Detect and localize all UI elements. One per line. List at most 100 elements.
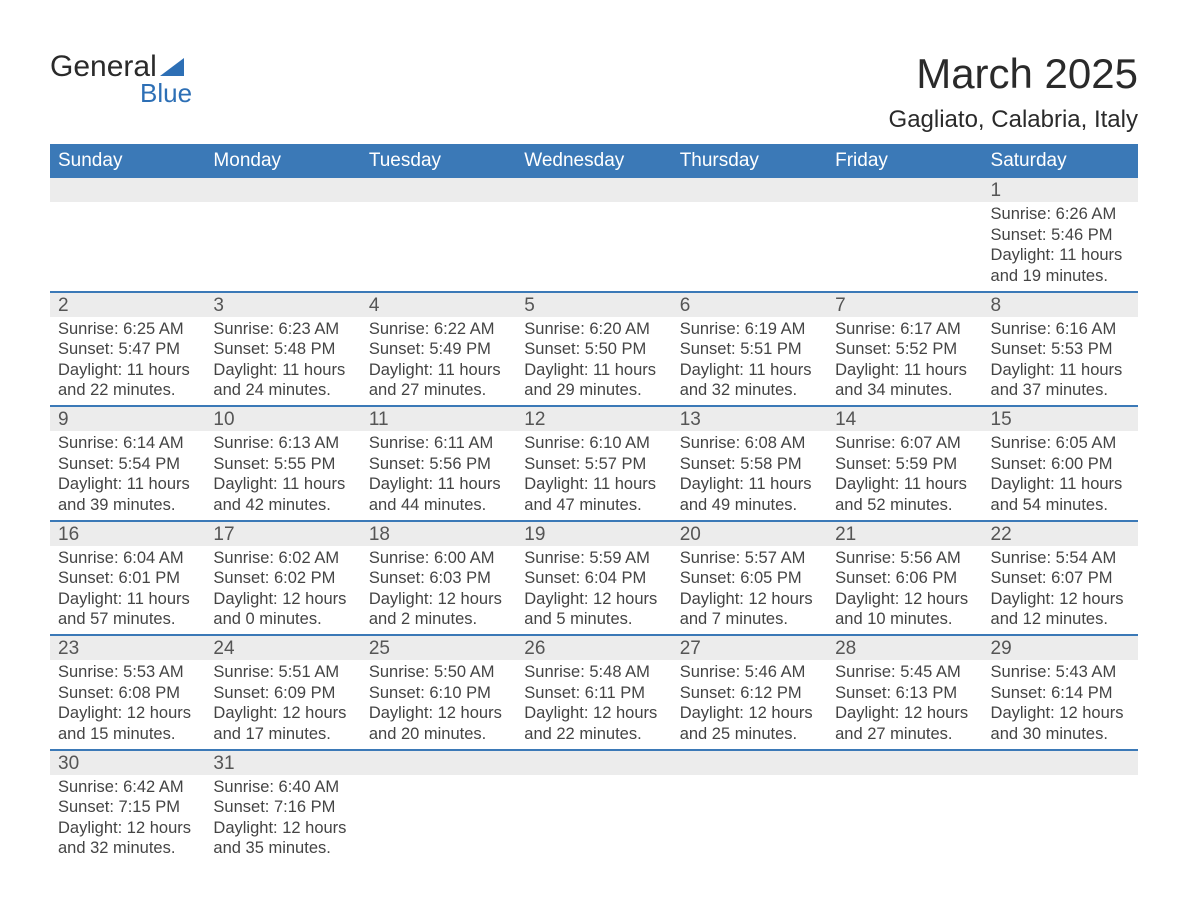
- daylight-line: Daylight: 12 hours and 0 minutes.: [213, 589, 352, 630]
- day-number: 17: [205, 522, 360, 546]
- day-cell: Sunrise: 6:08 AMSunset: 5:58 PMDaylight:…: [672, 431, 827, 520]
- sunrise-line: Sunrise: 6:17 AM: [835, 319, 974, 340]
- day-number: 7: [827, 293, 982, 317]
- day-number-row: 16171819202122: [50, 522, 1138, 546]
- day-cell: Sunrise: 5:51 AMSunset: 6:09 PMDaylight:…: [205, 660, 360, 749]
- daylight-line: Daylight: 12 hours and 20 minutes.: [369, 703, 508, 744]
- daylight-line: Daylight: 11 hours and 47 minutes.: [524, 474, 663, 515]
- day-number: 29: [983, 636, 1138, 660]
- day-cell: Sunrise: 6:42 AMSunset: 7:15 PMDaylight:…: [50, 775, 205, 864]
- day-header: Sunday: [50, 144, 205, 178]
- day-cell: Sunrise: 6:13 AMSunset: 5:55 PMDaylight:…: [205, 431, 360, 520]
- day-number: 6: [672, 293, 827, 317]
- sunset-line: Sunset: 5:59 PM: [835, 454, 974, 475]
- day-cell: Sunrise: 6:02 AMSunset: 6:02 PMDaylight:…: [205, 546, 360, 635]
- logo-text-blue: Blue: [140, 78, 192, 109]
- day-cell: Sunrise: 6:14 AMSunset: 5:54 PMDaylight:…: [50, 431, 205, 520]
- logo-triangle-icon: [160, 58, 184, 76]
- day-cell: Sunrise: 6:10 AMSunset: 5:57 PMDaylight:…: [516, 431, 671, 520]
- week: 23242526272829Sunrise: 5:53 AMSunset: 6:…: [50, 634, 1138, 749]
- sunset-line: Sunset: 6:06 PM: [835, 568, 974, 589]
- week: 2345678Sunrise: 6:25 AMSunset: 5:47 PMDa…: [50, 291, 1138, 406]
- day-number: 30: [50, 751, 205, 775]
- sunset-line: Sunset: 5:55 PM: [213, 454, 352, 475]
- day-cell: Sunrise: 5:57 AMSunset: 6:05 PMDaylight:…: [672, 546, 827, 635]
- sunrise-line: Sunrise: 6:11 AM: [369, 433, 508, 454]
- day-number: 9: [50, 407, 205, 431]
- sunrise-line: Sunrise: 6:23 AM: [213, 319, 352, 340]
- day-cell: [205, 202, 360, 291]
- day-cell: Sunrise: 6:40 AMSunset: 7:16 PMDaylight:…: [205, 775, 360, 864]
- week: 16171819202122Sunrise: 6:04 AMSunset: 6:…: [50, 520, 1138, 635]
- sunset-line: Sunset: 6:12 PM: [680, 683, 819, 704]
- day-number: 1: [983, 178, 1138, 202]
- sunset-line: Sunset: 6:10 PM: [369, 683, 508, 704]
- day-cell: Sunrise: 6:23 AMSunset: 5:48 PMDaylight:…: [205, 317, 360, 406]
- day-header: Wednesday: [516, 144, 671, 178]
- sunrise-line: Sunrise: 5:45 AM: [835, 662, 974, 683]
- day-cell: [361, 775, 516, 864]
- sunrise-line: Sunrise: 6:10 AM: [524, 433, 663, 454]
- day-number: 23: [50, 636, 205, 660]
- title-block: March 2025 Gagliato, Calabria, Italy: [889, 50, 1138, 134]
- sunset-line: Sunset: 5:46 PM: [991, 225, 1130, 246]
- sunrise-line: Sunrise: 6:40 AM: [213, 777, 352, 798]
- daylight-line: Daylight: 11 hours and 57 minutes.: [58, 589, 197, 630]
- day-cell: Sunrise: 6:00 AMSunset: 6:03 PMDaylight:…: [361, 546, 516, 635]
- sunset-line: Sunset: 7:15 PM: [58, 797, 197, 818]
- day-number: [983, 751, 1138, 775]
- day-cell: Sunrise: 6:20 AMSunset: 5:50 PMDaylight:…: [516, 317, 671, 406]
- day-cell: Sunrise: 6:05 AMSunset: 6:00 PMDaylight:…: [983, 431, 1138, 520]
- daylight-line: Daylight: 11 hours and 34 minutes.: [835, 360, 974, 401]
- daylight-line: Daylight: 11 hours and 19 minutes.: [991, 245, 1130, 286]
- page-header: General Blue March 2025 Gagliato, Calabr…: [50, 50, 1138, 134]
- day-number: [50, 178, 205, 202]
- day-detail-row: Sunrise: 5:53 AMSunset: 6:08 PMDaylight:…: [50, 660, 1138, 749]
- sunrise-line: Sunrise: 6:04 AM: [58, 548, 197, 569]
- calendar: SundayMondayTuesdayWednesdayThursdayFrid…: [50, 144, 1138, 863]
- daylight-line: Daylight: 11 hours and 39 minutes.: [58, 474, 197, 515]
- day-detail-row: Sunrise: 6:26 AMSunset: 5:46 PMDaylight:…: [50, 202, 1138, 291]
- daylight-line: Daylight: 11 hours and 52 minutes.: [835, 474, 974, 515]
- sunrise-line: Sunrise: 5:43 AM: [991, 662, 1130, 683]
- day-cell: Sunrise: 5:43 AMSunset: 6:14 PMDaylight:…: [983, 660, 1138, 749]
- sunset-line: Sunset: 5:51 PM: [680, 339, 819, 360]
- day-cell: [516, 775, 671, 864]
- day-detail-row: Sunrise: 6:04 AMSunset: 6:01 PMDaylight:…: [50, 546, 1138, 635]
- day-number: 27: [672, 636, 827, 660]
- day-number-row: 1: [50, 178, 1138, 202]
- sunrise-line: Sunrise: 5:57 AM: [680, 548, 819, 569]
- daylight-line: Daylight: 11 hours and 27 minutes.: [369, 360, 508, 401]
- calendar-body: 1Sunrise: 6:26 AMSunset: 5:46 PMDaylight…: [50, 178, 1138, 863]
- day-number: 14: [827, 407, 982, 431]
- sunrise-line: Sunrise: 5:53 AM: [58, 662, 197, 683]
- daylight-line: Daylight: 12 hours and 25 minutes.: [680, 703, 819, 744]
- daylight-line: Daylight: 11 hours and 22 minutes.: [58, 360, 197, 401]
- day-number: 28: [827, 636, 982, 660]
- day-number: [672, 751, 827, 775]
- sunrise-line: Sunrise: 6:20 AM: [524, 319, 663, 340]
- sunset-line: Sunset: 6:04 PM: [524, 568, 663, 589]
- day-cell: [672, 202, 827, 291]
- day-number: 25: [361, 636, 516, 660]
- day-cell: [827, 775, 982, 864]
- week: 1Sunrise: 6:26 AMSunset: 5:46 PMDaylight…: [50, 178, 1138, 291]
- day-header: Tuesday: [361, 144, 516, 178]
- day-number: 20: [672, 522, 827, 546]
- day-number-row: 23242526272829: [50, 636, 1138, 660]
- day-number: [827, 751, 982, 775]
- sunset-line: Sunset: 6:02 PM: [213, 568, 352, 589]
- day-number: [361, 751, 516, 775]
- daylight-line: Daylight: 12 hours and 12 minutes.: [991, 589, 1130, 630]
- sunrise-line: Sunrise: 5:54 AM: [991, 548, 1130, 569]
- sunrise-line: Sunrise: 5:59 AM: [524, 548, 663, 569]
- day-header: Thursday: [672, 144, 827, 178]
- week: 9101112131415Sunrise: 6:14 AMSunset: 5:5…: [50, 405, 1138, 520]
- day-cell: [827, 202, 982, 291]
- sunset-line: Sunset: 5:48 PM: [213, 339, 352, 360]
- day-cell: Sunrise: 5:53 AMSunset: 6:08 PMDaylight:…: [50, 660, 205, 749]
- day-number: [205, 178, 360, 202]
- day-cell: Sunrise: 5:46 AMSunset: 6:12 PMDaylight:…: [672, 660, 827, 749]
- location-label: Gagliato, Calabria, Italy: [889, 106, 1138, 134]
- day-number-row: 3031: [50, 751, 1138, 775]
